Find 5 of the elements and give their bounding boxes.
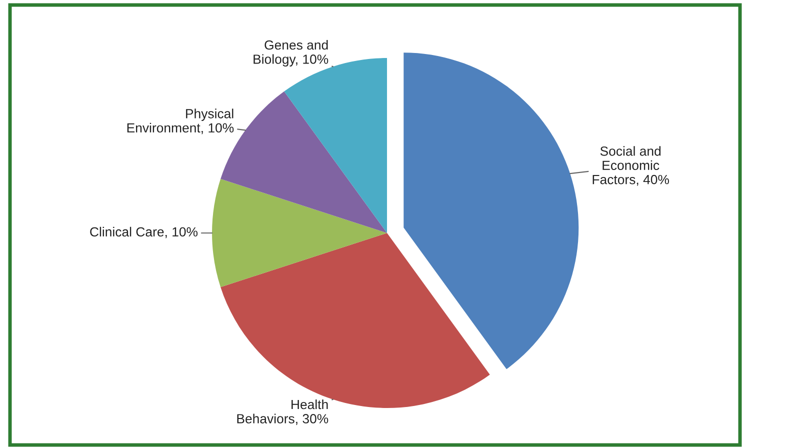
slice-label: Social and Economic Factors, 40% bbox=[592, 146, 669, 186]
slice-label: Clinical Care, 10% bbox=[90, 226, 198, 238]
slice-label: Physical Environment, 10% bbox=[127, 108, 234, 134]
slice-label: Health Behaviors, 30% bbox=[237, 399, 328, 425]
slice-label: Genes and Biology, 10% bbox=[254, 40, 328, 67]
